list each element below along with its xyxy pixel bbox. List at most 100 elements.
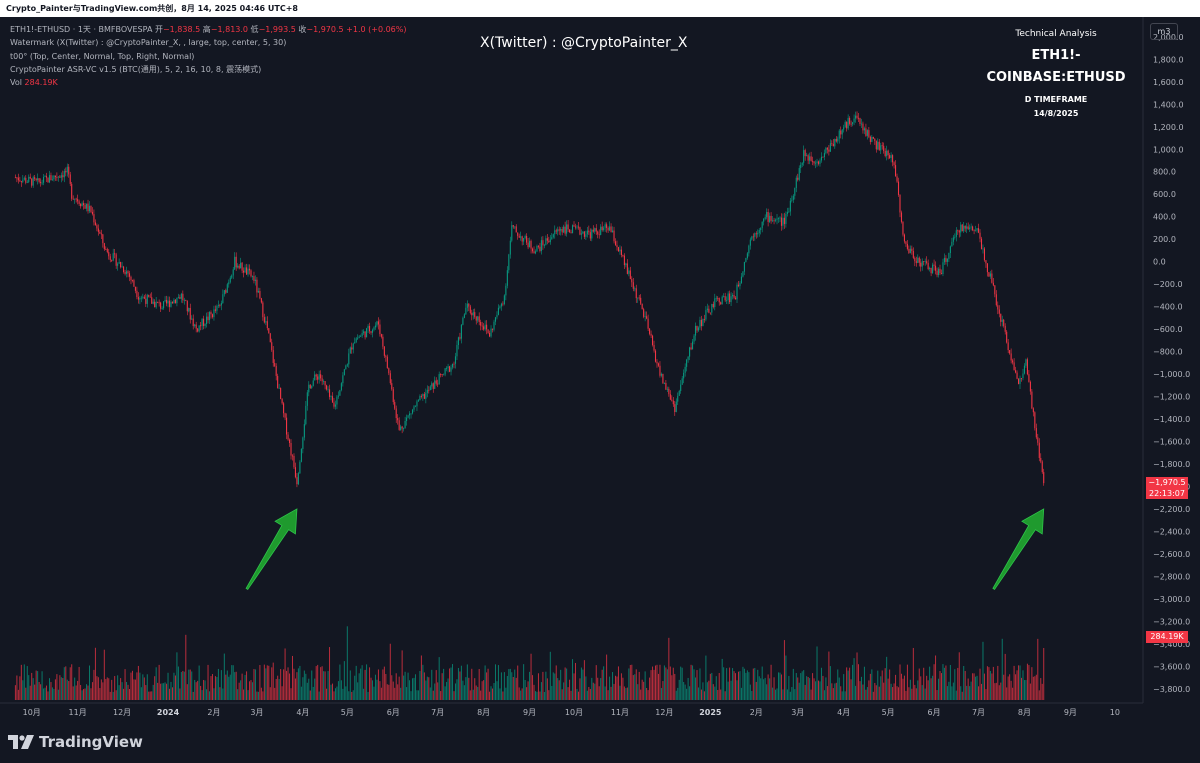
candle-body: [677, 395, 679, 402]
volume-bar: [865, 689, 867, 700]
candle-body: [897, 181, 900, 195]
candle-body: [296, 477, 298, 485]
volume-bar: [118, 685, 120, 700]
volume-bar: [302, 677, 304, 700]
candle-body: [403, 428, 405, 430]
volume-bar: [727, 681, 729, 700]
volume-bar: [206, 689, 208, 700]
volume-bar: [552, 672, 554, 700]
volume-bar: [561, 689, 563, 700]
price-tick-label: −2,800.0: [1153, 572, 1190, 581]
volume-bar: [675, 690, 677, 700]
candle-body: [774, 219, 777, 221]
volume-bar: [933, 664, 935, 700]
candle-body: [363, 331, 365, 334]
candle-body: [880, 145, 882, 151]
volume-bar: [146, 674, 148, 700]
candle-body: [380, 334, 382, 337]
candle-body: [623, 255, 625, 266]
volume-bar: [228, 676, 230, 700]
volume-bar: [377, 669, 379, 700]
volume-bar: [348, 691, 350, 700]
volume-bar: [214, 676, 216, 700]
volume-bar: [989, 670, 991, 700]
candle-body: [817, 161, 820, 164]
volume-bar: [703, 691, 705, 700]
volume-bar: [406, 687, 408, 700]
volume-bar: [486, 672, 488, 700]
candle-body: [1012, 360, 1014, 363]
candle-body: [997, 305, 999, 310]
candle-body: [521, 236, 523, 242]
analysis-box: Technical Analysis ETH1!-COINBASE:ETHUSD…: [962, 27, 1150, 121]
price-tick-label: −1,000.0: [1153, 370, 1190, 379]
volume-bar: [111, 679, 113, 700]
candle-body: [875, 141, 877, 150]
candle-body: [859, 118, 861, 124]
candle-body: [874, 138, 876, 142]
volume-bar: [472, 689, 474, 700]
volume-bar: [20, 664, 22, 700]
candle-body: [346, 364, 348, 366]
volume-bar: [446, 681, 448, 700]
legend-watermark-row[interactable]: Watermark (X(Twitter) : @CryptoPainter_X…: [10, 38, 287, 48]
candle-body: [657, 363, 660, 366]
candle-body: [835, 138, 837, 142]
tradingview-logo[interactable]: TradingView: [8, 733, 143, 751]
volume-bar: [758, 676, 760, 700]
volume-bar: [459, 671, 461, 700]
candle-body: [143, 296, 145, 299]
candle-body: [186, 300, 188, 312]
volume-bar: [689, 686, 691, 700]
candle-body: [511, 225, 513, 241]
candle-body: [74, 198, 76, 200]
candle-body: [148, 295, 150, 297]
volume-bar: [976, 675, 978, 700]
candle-body: [302, 437, 304, 449]
volume-bar: [103, 649, 105, 700]
candle-body: [576, 226, 578, 228]
candle-body: [306, 392, 308, 406]
volume-bar: [412, 678, 414, 700]
volume-bar: [775, 689, 777, 700]
volume-bar: [48, 678, 50, 700]
volume-bar: [932, 675, 934, 700]
volume-bar: [575, 662, 576, 700]
candle-body: [490, 328, 492, 337]
green-arrow-icon: [992, 508, 1045, 590]
candle-body: [869, 136, 871, 142]
volume-bar: [271, 667, 273, 700]
volume-bar: [1010, 680, 1012, 700]
volume-bar: [345, 686, 347, 700]
candle-body: [920, 262, 922, 267]
volume-bar: [853, 658, 855, 700]
volume-bar: [949, 664, 951, 700]
volume-bar: [35, 670, 37, 700]
volume-bar: [702, 682, 704, 700]
legend-volume-row[interactable]: Vol 284.19K: [10, 76, 406, 89]
legend-symbol-row[interactable]: ETH1!-ETHUSD · 1天 · BMFBOVESPA 开−1,838.5…: [10, 23, 406, 36]
volume-bar: [96, 676, 98, 700]
legend-indicator-row[interactable]: CryptoPainter ASR-VC v1.5 (BTC(通用), 5, 2…: [10, 64, 262, 74]
candle-body: [909, 248, 911, 253]
candle-body: [170, 302, 172, 307]
volume-bar: [223, 653, 225, 700]
volume-bar: [69, 667, 71, 700]
volume-bar: [597, 677, 599, 700]
candle-body: [204, 324, 206, 326]
volume-bar: [361, 665, 363, 700]
volume-bar: [789, 691, 791, 700]
volume-bar: [914, 684, 916, 700]
scale-mode-button[interactable]: m3: [1150, 23, 1178, 40]
volume-bar: [632, 675, 634, 700]
candle-body: [591, 229, 593, 239]
volume-bar: [207, 664, 209, 700]
volume-bar: [373, 686, 375, 700]
legend-style-row[interactable]: t00° (Top, Center, Normal, Top, Right, N…: [10, 51, 195, 61]
volume-bar: [591, 677, 593, 700]
candle-body: [207, 316, 209, 321]
volume-bar: [1001, 638, 1003, 700]
candle-body: [942, 262, 944, 275]
candle-body: [758, 230, 760, 234]
